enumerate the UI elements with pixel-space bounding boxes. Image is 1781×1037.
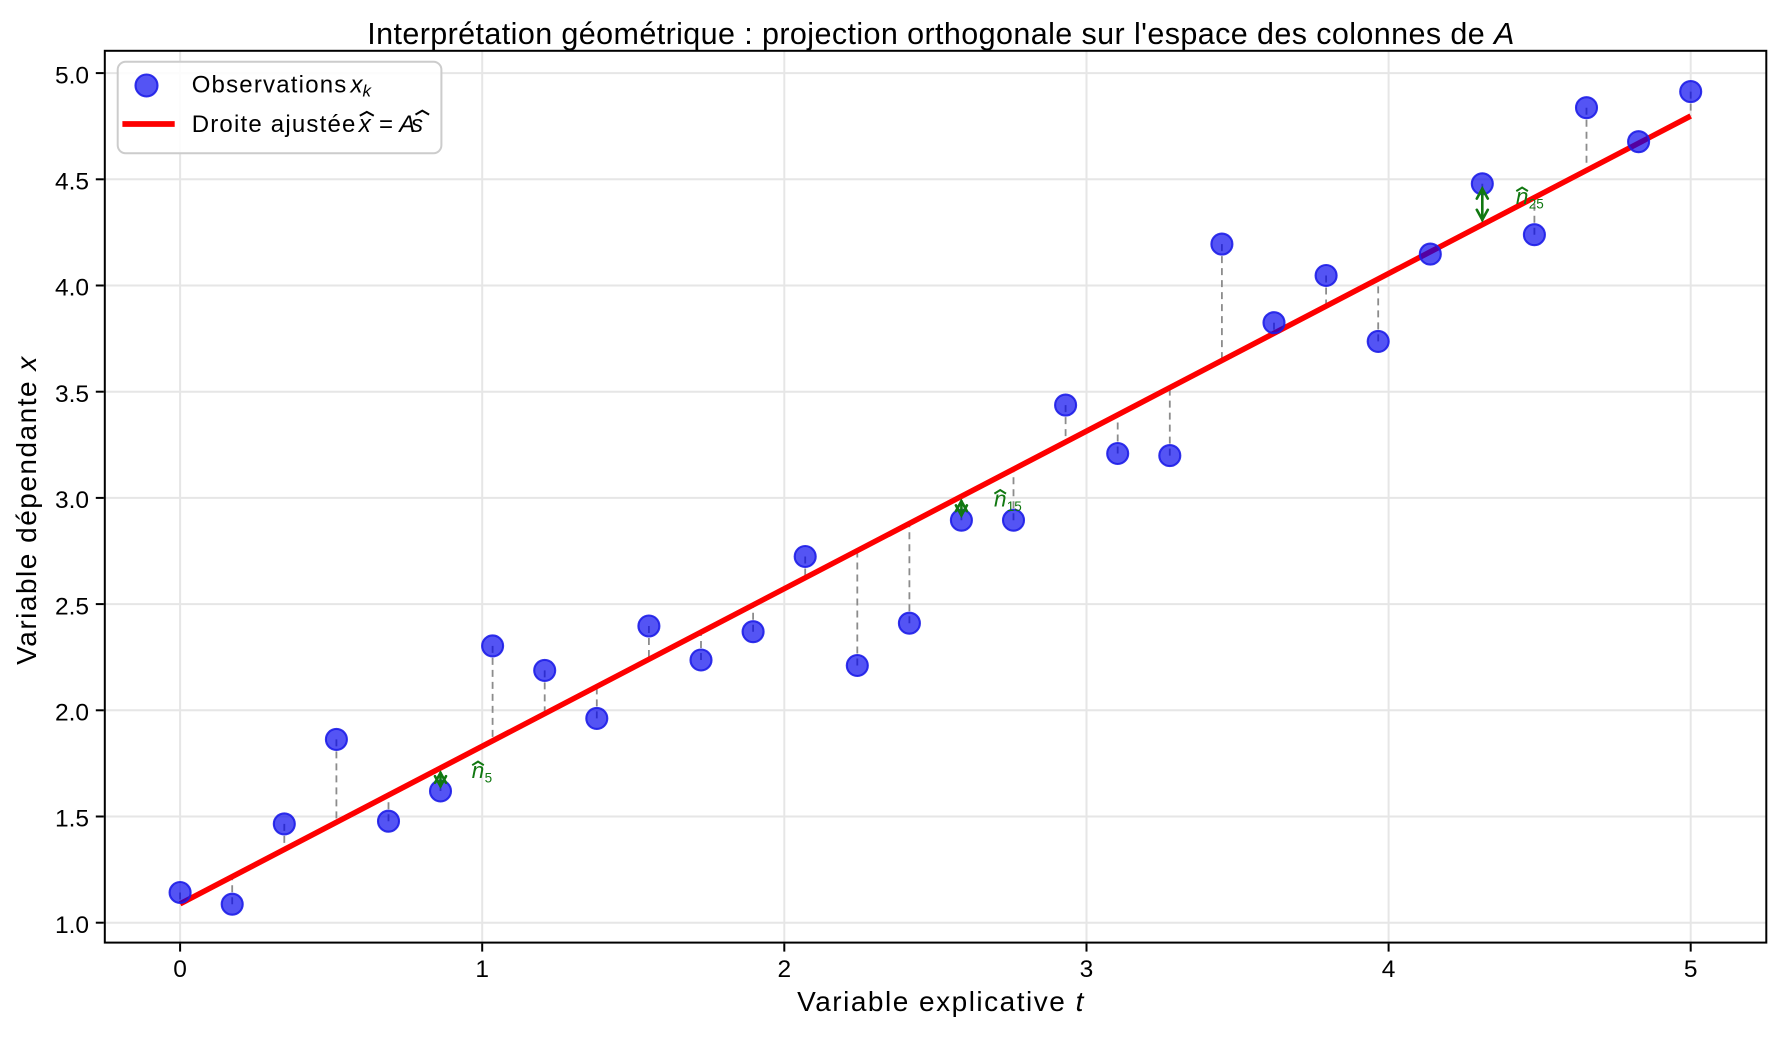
svg-text:4.5: 4.5 (55, 169, 89, 196)
svg-text:Observations: Observations (192, 72, 348, 99)
svg-text:5: 5 (1684, 956, 1698, 983)
svg-text:15: 15 (1007, 499, 1022, 514)
svg-text:3.5: 3.5 (55, 381, 89, 408)
svg-text:5: 5 (485, 771, 493, 786)
svg-text:0: 0 (173, 956, 187, 983)
svg-text:Interprétation géométrique : p: Interprétation géométrique : projection … (367, 17, 1515, 51)
svg-text:4: 4 (1382, 956, 1396, 983)
svg-text:Droite ajustée: Droite ajustée (192, 111, 357, 138)
svg-text:A: A (397, 111, 415, 138)
svg-text:1.0: 1.0 (55, 912, 89, 939)
svg-text:2.5: 2.5 (55, 593, 89, 620)
svg-text:=: = (379, 111, 393, 138)
svg-text:5.0: 5.0 (55, 62, 89, 89)
svg-text:Variable dépendante x: Variable dépendante x (11, 355, 42, 665)
svg-text:s: s (411, 111, 423, 138)
svg-text:Variable explicative t: Variable explicative t (797, 986, 1085, 1017)
svg-text:3.0: 3.0 (55, 487, 89, 514)
svg-text:x: x (358, 111, 372, 138)
svg-text:1: 1 (475, 956, 489, 983)
svg-text:2: 2 (777, 956, 791, 983)
svg-text:x: x (350, 72, 364, 99)
svg-text:3: 3 (1080, 956, 1094, 983)
svg-text:25: 25 (1529, 196, 1544, 211)
svg-text:4.0: 4.0 (55, 275, 89, 302)
svg-text:1.5: 1.5 (55, 806, 89, 833)
svg-text:k: k (363, 82, 373, 101)
svg-text:2.0: 2.0 (55, 700, 89, 727)
